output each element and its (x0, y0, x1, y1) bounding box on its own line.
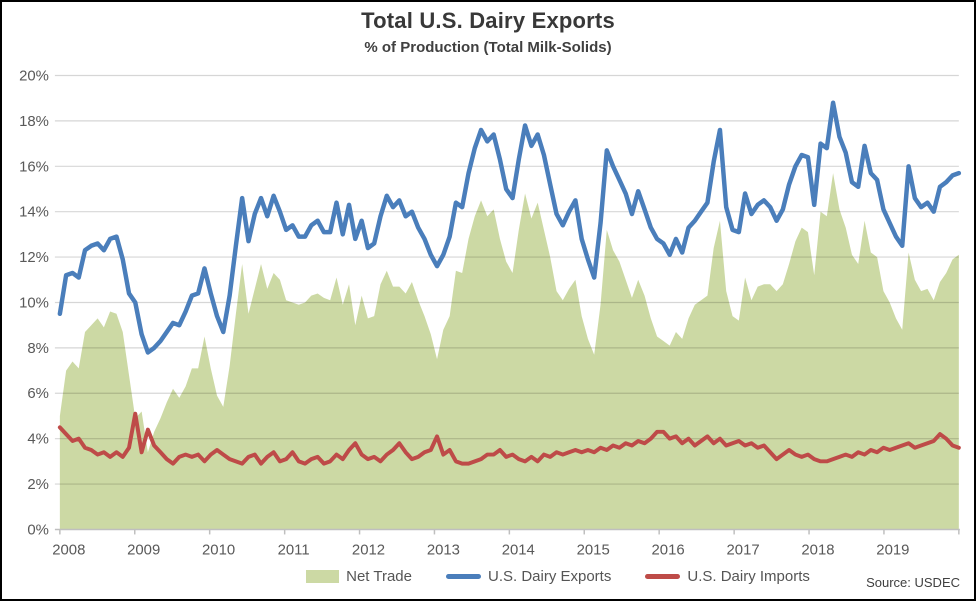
x-tick-label: 2016 (652, 542, 685, 558)
y-tick-label: 16% (19, 159, 49, 175)
x-tick-label: 2010 (202, 542, 235, 558)
x-tick-label: 2017 (727, 542, 760, 558)
source-note: Source: USDEC (866, 575, 960, 590)
y-tick-label: 2% (27, 477, 49, 493)
imports-line (57, 411, 961, 466)
legend-item-net-trade: Net Trade (306, 568, 412, 585)
legend-item-imports: U.S. Dairy Imports (645, 568, 810, 585)
y-tick-label: 8% (27, 341, 49, 357)
y-tick-label: 18% (19, 114, 49, 130)
x-tick-label: 2018 (801, 542, 834, 558)
y-tick-label: 14% (19, 205, 49, 221)
x-tick-label: 2012 (352, 542, 385, 558)
y-tick-label: 4% (27, 432, 49, 448)
x-tick-label: 2008 (52, 542, 85, 558)
x-tick-label: 2014 (502, 542, 535, 558)
legend-label-net-trade: Net Trade (346, 568, 412, 585)
x-tick-label: 2009 (127, 542, 160, 558)
x-tick-label: 2015 (577, 542, 610, 558)
exports-line-swatch (445, 574, 481, 579)
legend-label-imports: U.S. Dairy Imports (687, 568, 810, 585)
exports-line (57, 100, 962, 355)
legend-item-exports: U.S. Dairy Exports (445, 568, 612, 585)
legend: Net Trade U.S. Dairy Exports U.S. Dairy … (2, 568, 974, 585)
x-tick-label: 2011 (278, 542, 310, 558)
y-tick-label: 0% (27, 522, 49, 538)
y-tick-label: 20% (19, 68, 49, 84)
x-tick-label: 2013 (427, 542, 460, 558)
net-trade-swatch (306, 570, 340, 583)
imports-line-swatch (645, 574, 681, 579)
net-trade-area (59, 173, 959, 530)
x-tick-label: 2019 (876, 542, 909, 558)
legend-label-exports: U.S. Dairy Exports (487, 568, 612, 585)
y-tick-label: 12% (19, 250, 49, 266)
y-tick-label: 10% (19, 295, 49, 311)
y-tick-label: 6% (27, 386, 49, 402)
